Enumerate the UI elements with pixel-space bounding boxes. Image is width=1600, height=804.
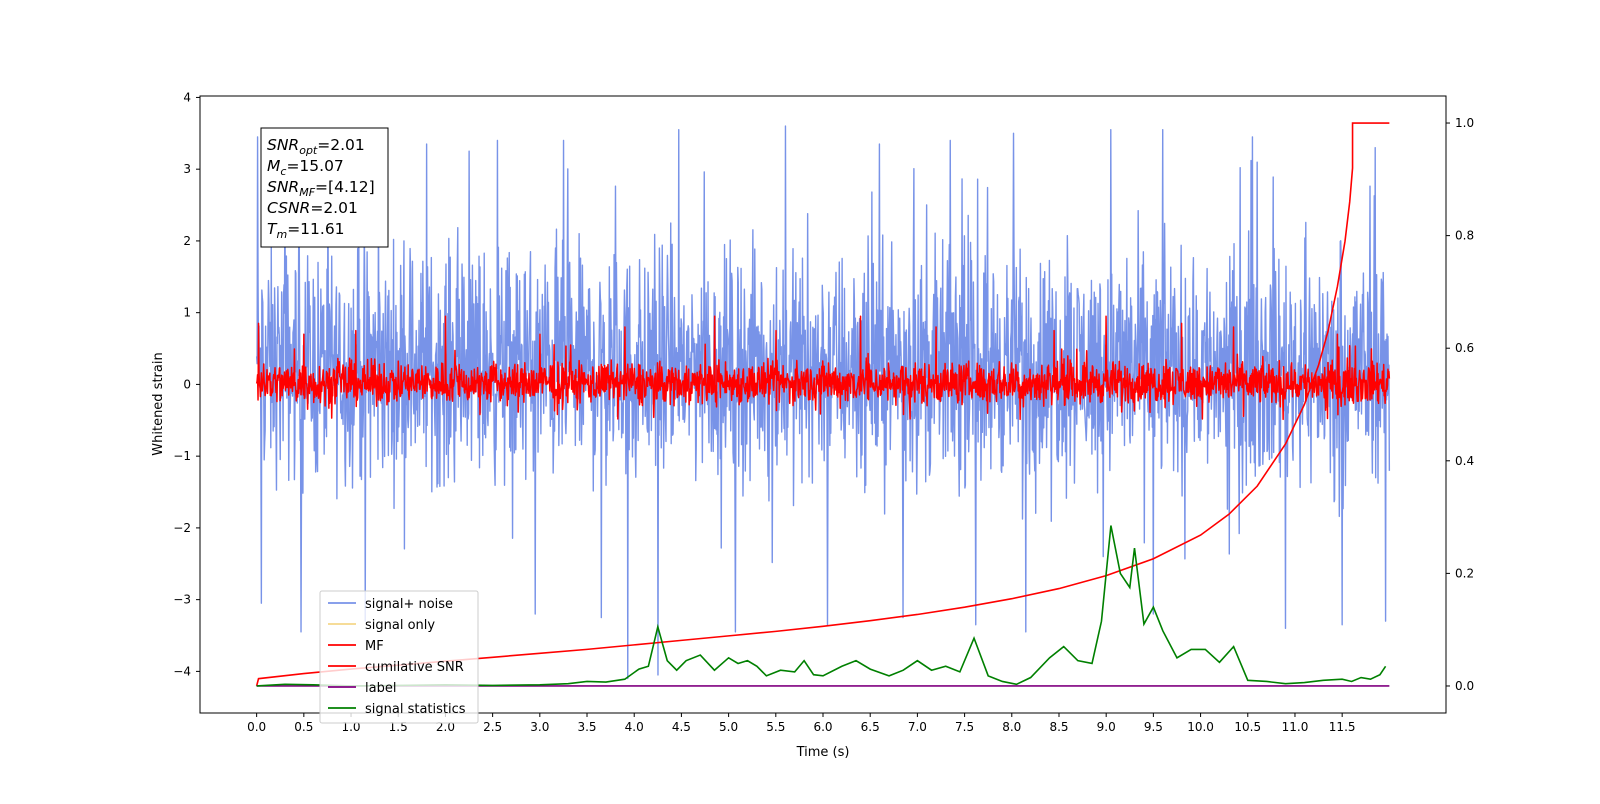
y2-tick-label: 1.0: [1455, 116, 1474, 130]
x-tick-label: 9.0: [1097, 720, 1116, 734]
x-tick-label: 6.0: [813, 720, 832, 734]
legend-label: MF: [365, 639, 384, 654]
x-tick-label: 5.0: [719, 720, 738, 734]
x-tick-label: 11.0: [1282, 720, 1309, 734]
x-tick-label: 9.5: [1144, 720, 1163, 734]
x-tick-label: 3.0: [530, 720, 549, 734]
x-tick-label: 10.0: [1187, 720, 1214, 734]
y2-tick-label: 0.6: [1455, 341, 1474, 355]
x-tick-label: 10.5: [1234, 720, 1261, 734]
annotation-line: CSNR=2.01: [267, 199, 358, 217]
legend-label: signal+ noise: [365, 597, 453, 612]
x-tick-label: 2.5: [483, 720, 502, 734]
x-tick-label: 3.5: [577, 720, 596, 734]
series-mf: [255, 315, 1391, 421]
y-tick-label: 2: [183, 234, 191, 248]
x-tick-label: 8.0: [1002, 720, 1021, 734]
y2-tick-label: 0.2: [1455, 566, 1474, 580]
x-tick-label: 7.0: [908, 720, 927, 734]
annotation-line: SNRopt=2.01: [267, 136, 365, 157]
y-tick-label: 1: [183, 306, 191, 320]
y-axis-left: −4 −3 −2 −1 0 1 2 3 4: [173, 90, 200, 678]
legend: signal+ noise signal only MF cumilative SNR…: [319, 590, 479, 724]
y2-tick-label: 0.0: [1455, 679, 1474, 693]
annotation-line: Tm=11.61: [267, 220, 345, 241]
y-tick-label: 4: [183, 90, 191, 104]
x-tick-label: 8.5: [1049, 720, 1068, 734]
annotation-frame: [260, 127, 389, 248]
x-tick-label: 11.5: [1329, 720, 1356, 734]
y-tick-label: −4: [173, 664, 191, 678]
series-signal-statistics: [256, 525, 1387, 687]
legend-frame: [319, 590, 479, 724]
x-axis-label: Time (s): [796, 745, 850, 760]
annotation-line: Mc=15.07: [267, 157, 344, 178]
legend-label: label: [365, 681, 396, 696]
x-tick-label: 4.0: [625, 720, 644, 734]
y-tick-label: −2: [173, 521, 191, 535]
y-tick-label: −1: [173, 449, 191, 463]
legend-label: signal only: [365, 618, 435, 633]
x-tick-label: 5.5: [766, 720, 785, 734]
legend-label: signal statistics: [365, 702, 466, 717]
annotation-box: SNRopt=2.01Mc=15.07SNRMF=[4.12]CSNR=2.01…: [260, 127, 389, 248]
annotation-line: SNRMF=[4.12]: [267, 178, 375, 199]
x-tick-label: 4.5: [672, 720, 691, 734]
x-tick-label: 6.5: [861, 720, 880, 734]
x-tick-label: 7.5: [955, 720, 974, 734]
y-tick-label: −3: [173, 593, 191, 607]
y-tick-label: 0: [183, 377, 191, 391]
x-tick-label: 0.5: [294, 720, 313, 734]
y-axis-right: 0.0 0.2 0.4 0.6 0.8 1.0: [1446, 116, 1474, 693]
y-axis-label: Whitened strain: [151, 352, 166, 455]
y-tick-label: 3: [183, 162, 191, 176]
x-tick-label: 0.0: [247, 720, 266, 734]
y2-tick-label: 0.8: [1455, 229, 1474, 243]
y2-tick-label: 0.4: [1455, 454, 1474, 468]
legend-label: cumilative SNR: [365, 660, 464, 675]
